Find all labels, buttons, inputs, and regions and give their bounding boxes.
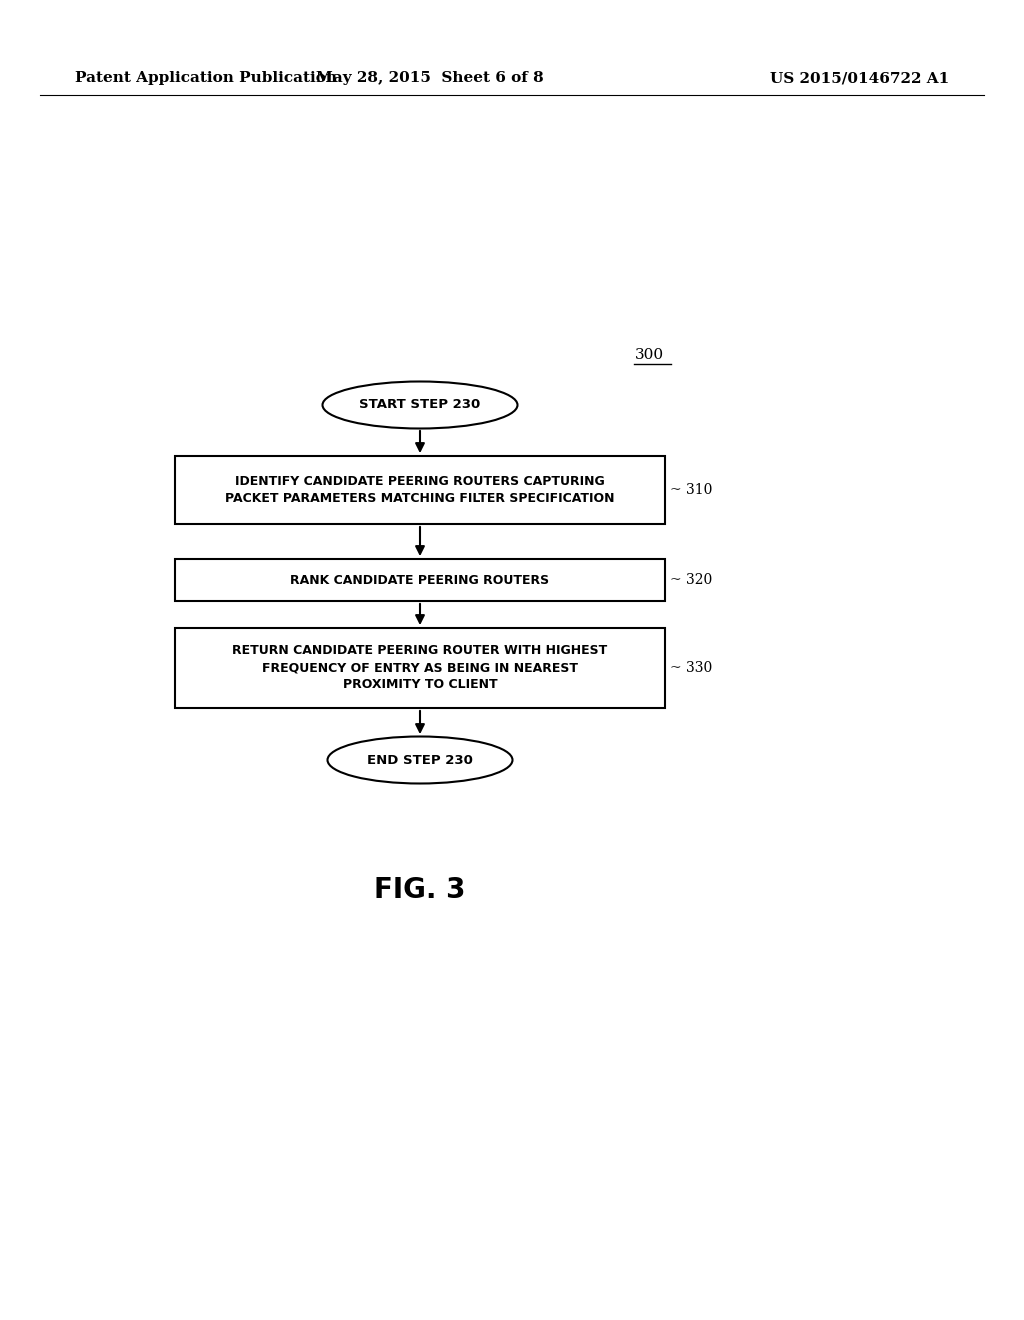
Text: ~ 330: ~ 330 [670, 661, 713, 675]
Text: FIG. 3: FIG. 3 [374, 876, 466, 904]
Text: Patent Application Publication: Patent Application Publication [75, 71, 337, 84]
FancyBboxPatch shape [175, 628, 665, 708]
Text: 300: 300 [635, 348, 665, 362]
Text: May 28, 2015  Sheet 6 of 8: May 28, 2015 Sheet 6 of 8 [316, 71, 544, 84]
Text: RANK CANDIDATE PEERING ROUTERS: RANK CANDIDATE PEERING ROUTERS [291, 573, 550, 586]
Ellipse shape [328, 737, 512, 784]
Text: END STEP 230: END STEP 230 [367, 754, 473, 767]
FancyBboxPatch shape [175, 558, 665, 601]
Text: RETURN CANDIDATE PEERING ROUTER WITH HIGHEST
FREQUENCY OF ENTRY AS BEING IN NEAR: RETURN CANDIDATE PEERING ROUTER WITH HIG… [232, 644, 607, 692]
FancyBboxPatch shape [175, 455, 665, 524]
Text: START STEP 230: START STEP 230 [359, 399, 480, 412]
Text: IDENTIFY CANDIDATE PEERING ROUTERS CAPTURING
PACKET PARAMETERS MATCHING FILTER S: IDENTIFY CANDIDATE PEERING ROUTERS CAPTU… [225, 475, 614, 506]
Text: ~ 320: ~ 320 [670, 573, 713, 587]
Text: ~ 310: ~ 310 [670, 483, 713, 498]
Ellipse shape [323, 381, 517, 429]
Text: US 2015/0146722 A1: US 2015/0146722 A1 [770, 71, 949, 84]
